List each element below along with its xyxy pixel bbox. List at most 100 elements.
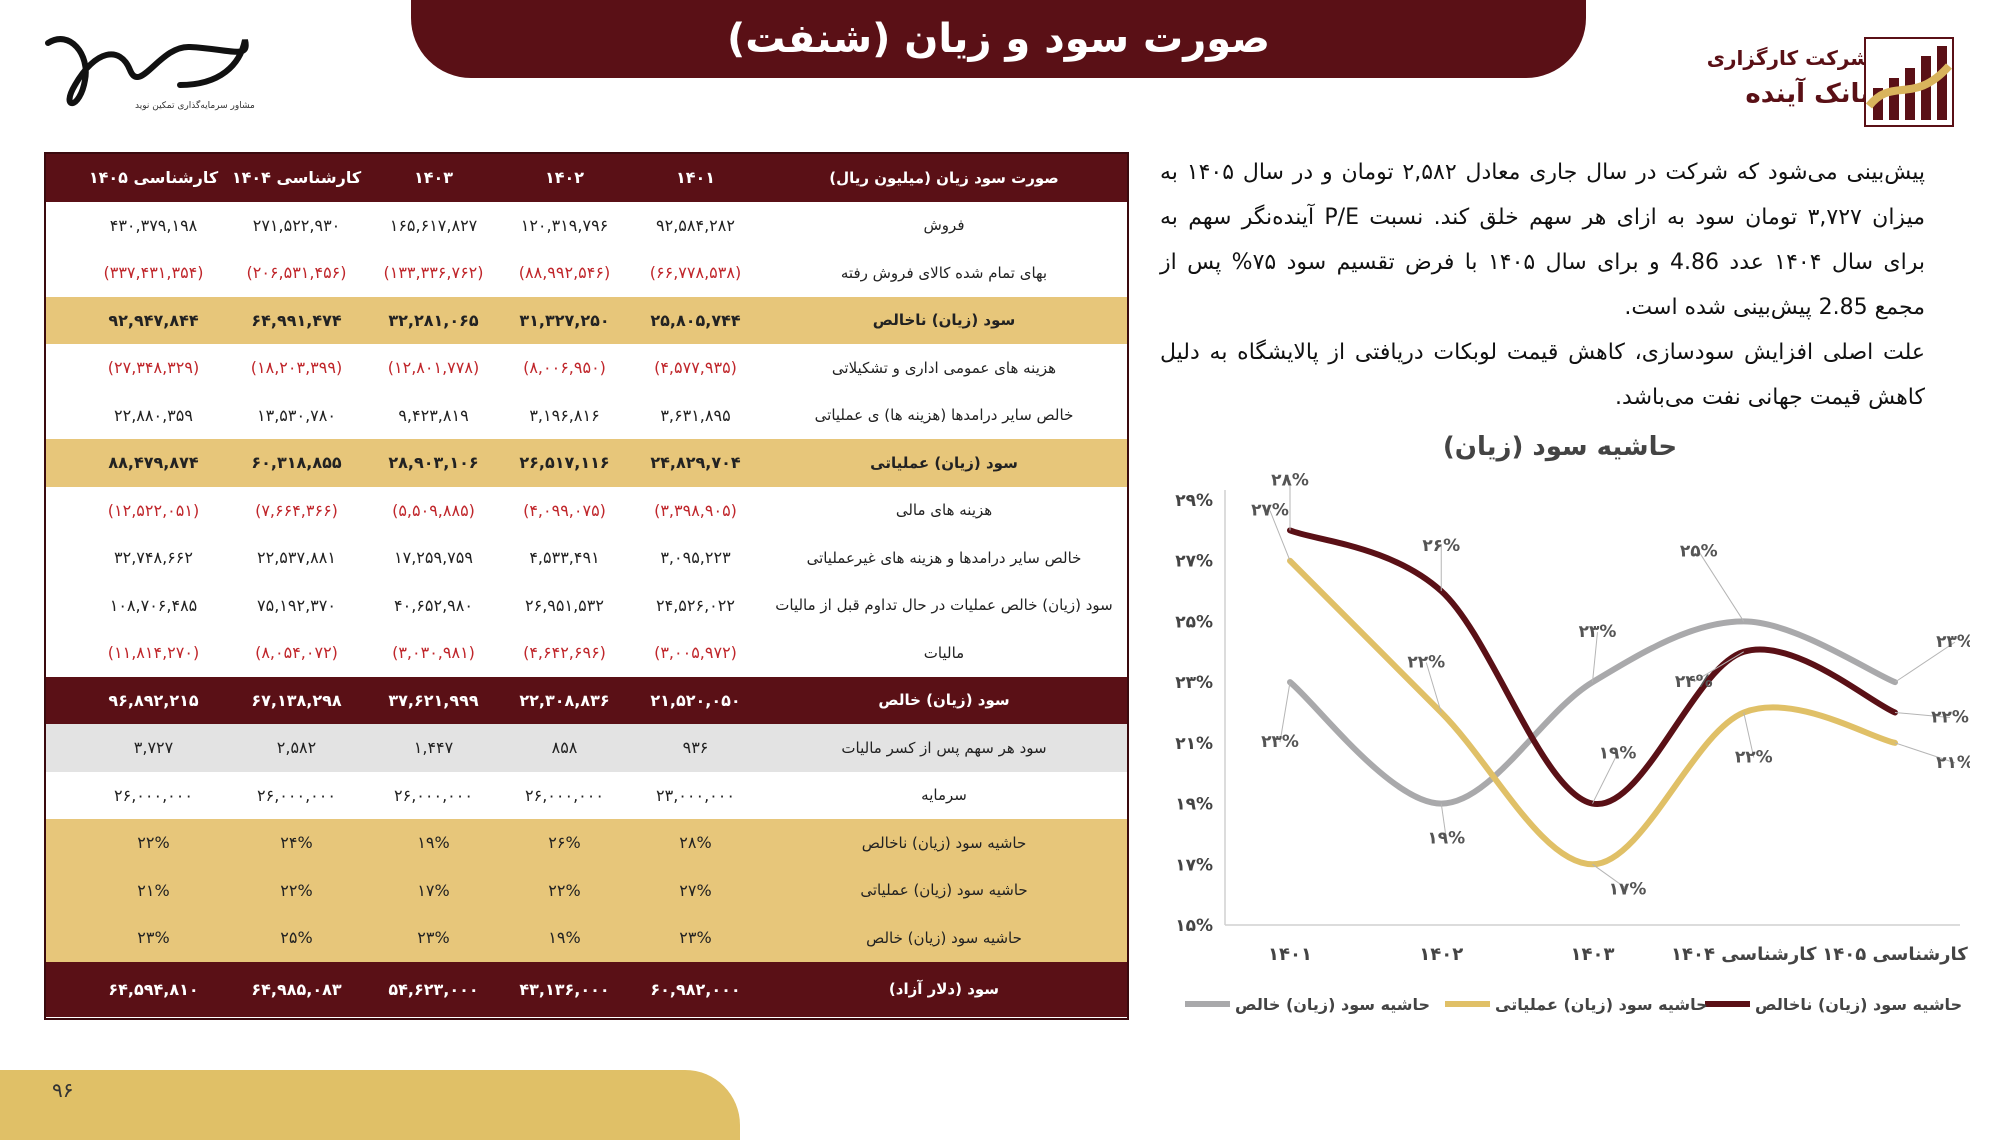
data-label-leader <box>1743 712 1755 758</box>
y-tick-label: ۲۱% <box>1175 734 1213 754</box>
table-cell: ۳,۶۳۱,۸۹۵ <box>660 405 731 425</box>
legend-label: حاشیه سود (زیان) عملیاتی <box>1495 995 1708 1014</box>
data-label-leader <box>1592 863 1628 890</box>
data-label-leader <box>1592 632 1598 683</box>
table-cell: (۳۳۷,۴۳۱,۳۵۴) <box>103 263 204 283</box>
table-cell: ۲۶,۰۰۰,۰۰۰ <box>257 785 336 805</box>
row-label: هزینه های عمومی اداری و تشکیلاتی <box>831 358 1057 377</box>
table-cell: ۲۷% <box>679 880 712 900</box>
table-cell: ۱۰۸,۷۰۶,۴۸۵ <box>109 595 198 615</box>
table-cell: ۲۲,۵۳۷,۸۸۱ <box>257 548 336 568</box>
analysis-paragraph-2: علت اصلی افزایش سودسازی، کاهش قیمت لوبکا… <box>1160 340 1925 410</box>
row-label: سود هر سهم پس از کسر مالیات <box>841 738 1047 757</box>
data-label: ۲۳% <box>1579 622 1617 642</box>
table-cell: ۳۱,۳۲۷,۲۵۰ <box>519 310 610 330</box>
data-label-leader <box>1693 651 1745 683</box>
table-cell: ۱,۴۴۷ <box>413 738 454 758</box>
table-cell: ۴۳,۱۳۶,۰۰۰ <box>519 979 610 999</box>
x-tick-label: ۱۴۰۱ <box>1268 944 1312 965</box>
table-cell: (۱۱,۸۱۴,۲۷۰) <box>107 643 200 663</box>
table-cell: (۸,۰۰۶,۹۵۰) <box>523 358 606 378</box>
table-cell: ۳,۱۹۶,۸۱۶ <box>529 405 600 425</box>
table-cell: ۶۰,۳۱۸,۸۵۵ <box>251 453 342 473</box>
bar-chart-logo-icon <box>1864 37 1954 127</box>
table-cell: ۳۲,۷۴۸,۶۶۲ <box>114 548 193 568</box>
table-header-cell: ۱۴۰۱ <box>675 168 716 188</box>
table-cell: ۱۹% <box>548 928 581 948</box>
table-cell: ۹۶,۸۹۲,۲۱۵ <box>108 690 199 710</box>
table-cell: ۲۱% <box>137 880 170 900</box>
data-label-leader <box>1894 712 1951 718</box>
table-cell: ۱۷,۲۵۹,۷۵۹ <box>394 548 473 568</box>
data-label: ۲۵% <box>1680 541 1718 561</box>
table-cell: ۹۲,۵۸۴,۲۸۲ <box>656 215 735 235</box>
table-row: فروش ۹۲,۵۸۴,۲۸۲ ۱۲۰,۳۱۹,۷۹۶ ۱۶۵,۶۱۷,۸۲۷ ۲۷۱,… <box>46 202 1127 250</box>
table-cell: ۲۶,۰۰۰,۰۰۰ <box>114 785 193 805</box>
row-label: مالیات <box>923 643 965 662</box>
table-cell: ۳۷,۶۲۱,۹۹۹ <box>388 690 479 710</box>
table-cell: ۲۳% <box>137 928 170 948</box>
data-label-leader <box>1592 753 1618 804</box>
table-row: هزینه های عمومی اداری و تشکیلاتی (۴,۵۷۷,۹… <box>46 344 1127 392</box>
table-cell: ۲۱,۵۲۰,۰۵۰ <box>650 690 741 710</box>
table-cell: (۱۲,۸۰۱,۷۷۸) <box>387 358 480 378</box>
row-label: هزینه های مالی <box>895 501 993 520</box>
table-cell: ۱۹% <box>417 833 450 853</box>
table-cell: ۳۲,۲۸۱,۰۶۵ <box>388 310 479 330</box>
table-cell: ۲۶,۹۵۱,۵۳۲ <box>525 595 604 615</box>
table-row: سود هر سهم پس از کسر مالیات ۹۳۶ ۸۵۸ ۱,۴۴۷ ۲,… <box>46 724 1127 772</box>
table-cell: (۴,۶۴۲,۶۹۶) <box>523 643 606 663</box>
row-label: سود (زیان) خالص عملیات در حال تداوم قبل … <box>775 596 1113 615</box>
table-cell: ۹,۴۲۳,۸۱۹ <box>398 405 469 425</box>
table-cell: ۵۴,۶۲۳,۰۰۰ <box>388 979 479 999</box>
table-cell: ۷۵,۱۹۲,۳۷۰ <box>257 595 336 615</box>
x-tick-label: کارشناسی ۱۴۰۵ <box>1822 944 1968 965</box>
y-tick-label: ۲۵% <box>1175 612 1213 632</box>
profit-margin-chart: ۱۵% ۱۷% ۱۹% ۲۱% ۲۳% ۲۵% ۲۷% ۲۹% ۱۴۰۱ ۱۴۰۲ ۱۴۰۳ کارش… <box>1175 470 1970 1014</box>
data-label: ۲۴% <box>1675 672 1713 692</box>
table-row: سود (زیان) خالص عملیات در حال تداوم قبل … <box>46 582 1127 630</box>
data-label: ۲۷% <box>1251 501 1289 521</box>
table-cell: ۲۳% <box>417 928 450 948</box>
table-cell: (۱۳۳,۳۳۶,۷۶۲) <box>383 263 484 283</box>
data-label-leader <box>1440 803 1447 839</box>
table-cell: ۶۰,۹۸۲,۰۰۰ <box>650 979 741 999</box>
data-label: ۲۲% <box>1407 653 1445 673</box>
data-label: ۲۲% <box>1931 708 1969 728</box>
table-body: فروش ۹۲,۵۸۴,۲۸۲ ۱۲۰,۳۱۹,۷۹۶ ۱۶۵,۶۱۷,۸۲۷ ۲۷۱,… <box>46 202 1127 1017</box>
row-label: حاشیه سود (زیان) خالص <box>866 928 1022 947</box>
table-row: سود (زیان) ناخالص ۲۵,۸۰۵,۷۴۴ ۳۱,۳۲۷,۲۵۰ ۳۲,… <box>46 296 1127 344</box>
table-cell: ۲۲,۸۸۰,۳۵۹ <box>114 405 193 425</box>
table-cell: (۳,۰۰۵,۹۷۲) <box>654 643 737 663</box>
table-cell: (۱۸,۲۰۳,۳۹۹) <box>250 358 343 378</box>
x-tick-label: ۱۴۰۲ <box>1419 944 1463 965</box>
table-cell: (۲۰۶,۵۳۱,۴۵۶) <box>246 263 347 283</box>
title-banner: صورت سود و زیان (شنفت) <box>411 0 1586 78</box>
data-label: ۱۹% <box>1599 744 1637 764</box>
row-label: حاشیه سود (زیان) ناخالص <box>861 833 1027 852</box>
table-row: حاشیه سود (زیان) ناخالص ۲۸% ۲۶% ۱۹% ۲۴% ۲۲% <box>46 819 1127 867</box>
table-cell: ۹۲,۹۴۷,۸۴۴ <box>108 310 199 330</box>
data-label: ۲۶% <box>1422 536 1460 556</box>
table-header-cell: صورت سود زیان (میلیون ریال) <box>829 168 1059 187</box>
table-row: سرمایه ۲۳,۰۰۰,۰۰۰ ۲۶,۰۰۰,۰۰۰ ۲۶,۰۰۰,۰۰۰ ۲۶,۰… <box>46 772 1127 820</box>
table-cell: ۲۵,۸۰۵,۷۴۴ <box>650 310 741 330</box>
table-cell: ۴,۵۳۳,۴۹۱ <box>529 548 600 568</box>
table-cell: ۳,۰۹۵,۲۲۳ <box>660 548 731 568</box>
table-cell: ۲۴,۸۲۹,۷۰۴ <box>650 453 741 473</box>
table-cell: ۸۸,۴۷۹,۸۷۴ <box>108 453 199 473</box>
table-cell: ۴۰,۶۵۲,۹۸۰ <box>394 595 473 615</box>
analysis-text: پیش‌بینی می‌شود که شرکت در سال جاری معاد… <box>1160 150 1925 420</box>
table-cell: (۶۶,۷۷۸,۵۳۸) <box>649 263 742 283</box>
advisor-logo: مشاور سرمایه‌گذاری تمکین نوید <box>40 25 260 125</box>
row-label: سود (زیان) ناخالص <box>872 311 1016 330</box>
row-label: سود (زیان) عملیاتی <box>870 453 1018 472</box>
x-tick-label: ۱۴۰۳ <box>1571 944 1615 965</box>
table-cell: ۶۴,۹۹۱,۴۷۴ <box>251 310 342 330</box>
data-label-leader <box>1698 551 1745 622</box>
table-cell: ۱۷% <box>417 880 450 900</box>
data-label-leader <box>1894 641 1956 683</box>
data-label: ۲۱% <box>1936 753 1970 773</box>
table-cell: ۴۳۰,۳۷۹,۱۹۸ <box>109 215 198 235</box>
table-row: خالص سایر درامدها (هزینه ها) ی عملیاتی ۳,… <box>46 392 1127 440</box>
